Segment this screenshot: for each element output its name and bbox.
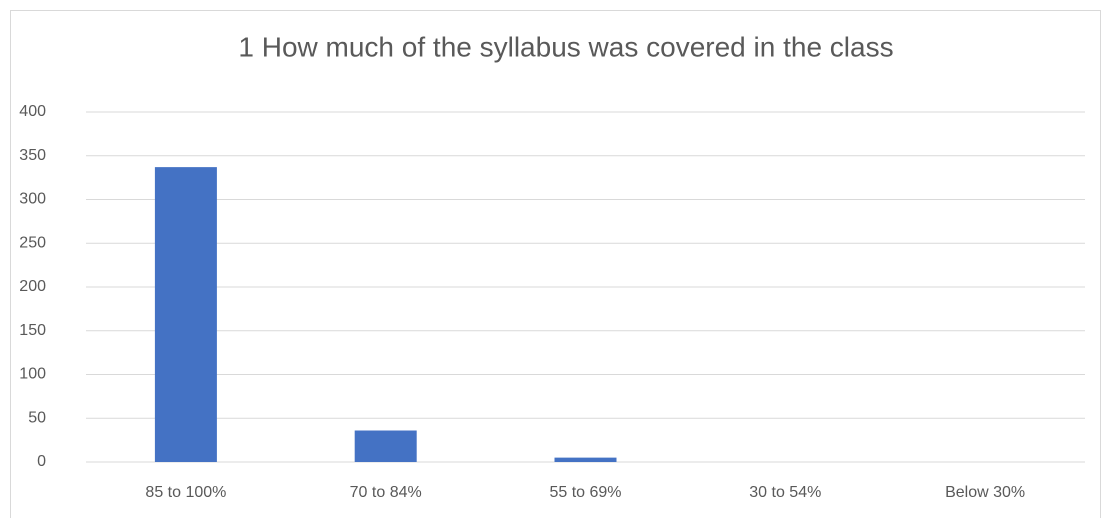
x-tick-label: 70 to 84% bbox=[350, 484, 422, 501]
y-tick-label: 400 bbox=[19, 103, 46, 120]
x-tick-label: 85 to 100% bbox=[145, 484, 226, 501]
bar bbox=[354, 430, 417, 462]
bar bbox=[154, 167, 217, 462]
y-tick-label: 200 bbox=[19, 278, 46, 295]
x-tick-label: Below 30% bbox=[945, 484, 1025, 501]
chart-title: 1 How much of the syllabus was covered i… bbox=[238, 31, 893, 62]
y-tick-label: 250 bbox=[19, 234, 46, 251]
bar bbox=[554, 457, 617, 462]
y-tick-label: 350 bbox=[19, 147, 46, 164]
y-tick-label: 50 bbox=[28, 409, 46, 426]
y-tick-label: 300 bbox=[19, 191, 46, 208]
x-tick-label: 55 to 69% bbox=[549, 484, 621, 501]
y-tick-label: 150 bbox=[19, 322, 46, 339]
x-tick-label: 30 to 54% bbox=[749, 484, 821, 501]
y-tick-label: 100 bbox=[19, 366, 46, 383]
y-tick-label: 0 bbox=[37, 453, 46, 470]
